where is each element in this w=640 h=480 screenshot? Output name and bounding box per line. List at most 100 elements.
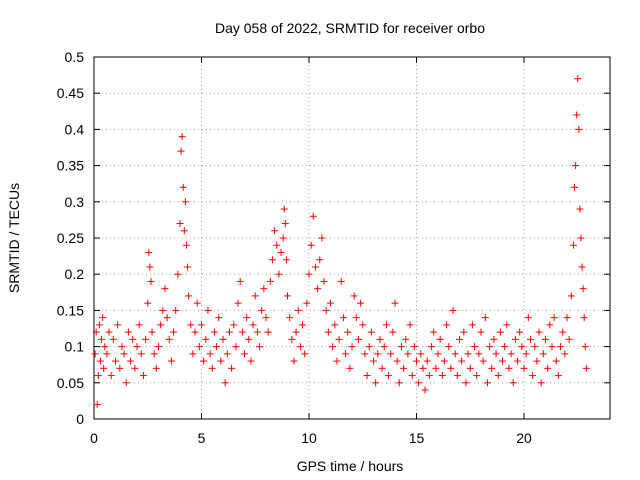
data-point — [374, 350, 382, 358]
data-point — [417, 350, 425, 358]
data-point — [561, 350, 569, 358]
data-point — [430, 328, 438, 336]
data-point — [342, 350, 350, 358]
data-point — [144, 299, 152, 307]
data-point — [445, 343, 453, 351]
data-point — [516, 328, 524, 336]
data-point — [294, 306, 302, 314]
data-point — [163, 314, 171, 322]
x-tick-label: 10 — [301, 430, 317, 446]
data-point — [533, 357, 541, 365]
data-point — [114, 321, 122, 329]
data-point — [462, 379, 470, 387]
data-point — [539, 350, 547, 358]
data-point — [277, 248, 285, 256]
data-point — [507, 350, 515, 358]
data-point — [496, 328, 504, 336]
data-point — [238, 328, 246, 336]
data-point — [282, 256, 290, 264]
data-point — [456, 335, 463, 343]
data-point — [573, 111, 581, 119]
chart-title: Day 058 of 2022, SRMTID for receiver orb… — [215, 20, 485, 36]
data-point — [339, 314, 347, 322]
data-point — [567, 292, 575, 300]
data-point — [159, 306, 167, 314]
data-point — [363, 372, 371, 380]
data-point — [436, 335, 444, 343]
data-point — [273, 241, 281, 249]
data-point — [526, 335, 534, 343]
data-point — [198, 321, 205, 329]
data-point — [182, 241, 190, 249]
data-point — [91, 350, 99, 358]
data-point — [571, 183, 579, 191]
data-point — [402, 335, 410, 343]
data-point — [365, 343, 373, 351]
data-point — [118, 343, 126, 351]
data-point — [95, 321, 103, 329]
data-point — [434, 350, 442, 358]
data-point — [103, 350, 111, 358]
data-point — [387, 350, 395, 358]
data-point — [93, 401, 101, 409]
data-point — [492, 350, 500, 358]
data-point — [481, 314, 489, 322]
y-tick-label: 0.05 — [57, 375, 84, 391]
data-point — [458, 357, 466, 365]
data-point — [357, 299, 365, 307]
data-point — [483, 379, 491, 387]
data-point — [150, 350, 158, 358]
data-point — [94, 372, 102, 380]
y-tick-label: 0.35 — [57, 158, 84, 174]
data-point — [479, 357, 487, 365]
data-point — [307, 241, 315, 249]
data-point — [268, 256, 276, 264]
data-point — [139, 372, 147, 380]
y-tick-label: 0.25 — [57, 230, 84, 246]
data-point — [137, 350, 145, 358]
data-point — [421, 386, 429, 394]
data-point — [286, 314, 294, 322]
data-point — [419, 364, 427, 372]
x-tick-label: 15 — [409, 430, 425, 446]
x-tick-label: 0 — [90, 430, 98, 446]
data-point — [279, 234, 287, 242]
data-point — [518, 343, 526, 351]
data-point — [559, 328, 567, 336]
x-tick-label: 5 — [198, 430, 206, 446]
data-point — [337, 277, 345, 285]
data-point — [101, 343, 109, 351]
data-point — [172, 306, 180, 314]
data-point — [404, 350, 412, 358]
data-point — [335, 335, 343, 343]
data-point — [324, 328, 332, 336]
axis-ticks: 0 0.05 0.1 0.15 0.2 0.25 0.3 0.35 0.4 0.45 0.5 0 5 10… — [57, 49, 610, 446]
data-point — [529, 372, 537, 380]
data-point — [397, 343, 405, 351]
data-point — [318, 234, 326, 242]
data-point — [133, 343, 141, 351]
data-point — [490, 335, 498, 343]
data-point — [488, 364, 496, 372]
data-point — [120, 350, 128, 358]
data-point — [241, 350, 248, 358]
data-point — [350, 292, 358, 300]
x-axis-label: GPS time / hours — [297, 458, 404, 474]
data-point — [147, 277, 155, 285]
data-point — [391, 299, 399, 307]
data-point — [178, 133, 186, 141]
data-point — [385, 372, 393, 380]
data-point — [580, 314, 588, 322]
data-point — [449, 306, 457, 314]
data-point — [352, 314, 360, 322]
data-point — [96, 357, 104, 365]
data-point — [271, 227, 279, 235]
data-point — [563, 314, 571, 322]
data-point — [152, 364, 160, 372]
data-point — [165, 335, 173, 343]
data-point — [249, 321, 257, 329]
data-point — [370, 357, 377, 365]
data-point — [322, 306, 330, 314]
data-point — [582, 364, 590, 372]
data-point — [280, 205, 288, 213]
